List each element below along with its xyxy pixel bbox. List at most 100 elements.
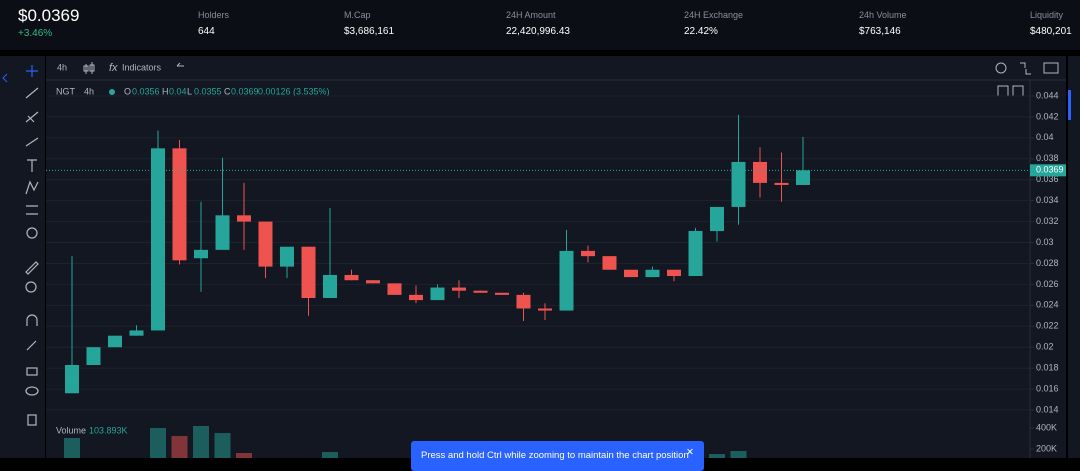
candle-body	[215, 215, 230, 250]
y-tick-label: 0.038	[1036, 153, 1059, 163]
candle-body	[624, 269, 638, 278]
last-price-tag	[1030, 164, 1066, 177]
toast: Press and hold Ctrl while zooming to mai…	[411, 441, 704, 471]
candle-body	[237, 215, 251, 222]
svg-text:4h: 4h	[84, 86, 94, 96]
y-tick-label: 0.014	[1036, 404, 1059, 414]
price-change: +3.46%	[18, 28, 53, 39]
y-tick-label: 0.032	[1036, 216, 1059, 226]
candle-body	[645, 269, 660, 278]
header: $0.0369 +3.46% Holders 644 M.Cap $3,686,161…	[0, 0, 1080, 50]
y-tick-label: 0.02	[1036, 342, 1054, 352]
volume-tick-label: 400K	[1036, 422, 1057, 432]
volume-bar	[214, 433, 231, 458]
volume-bar	[322, 452, 338, 458]
stat-value: 22,420,996.43	[506, 26, 570, 37]
candle-body	[667, 269, 681, 277]
volume-bar	[730, 450, 747, 458]
stat-value: 22.42%	[684, 26, 718, 37]
candle-body	[602, 256, 617, 270]
volume-label: Volume	[56, 425, 86, 435]
stat-label: Liquidity	[1030, 10, 1064, 20]
candle-body	[151, 148, 165, 331]
stat-label: 24h Volume	[859, 10, 907, 20]
svg-text:0.0356: 0.0356	[132, 86, 160, 96]
svg-text:fx: fx	[109, 62, 118, 74]
candle-body	[710, 206, 724, 232]
candle-body	[731, 161, 746, 207]
candle-body	[538, 308, 552, 311]
y-tick-label: 0.028	[1036, 258, 1059, 268]
stat-label: 24H Amount	[506, 10, 556, 20]
y-tick-label: 0.034	[1036, 195, 1059, 205]
y-tick-label: 0.026	[1036, 279, 1059, 289]
candle-body	[473, 290, 488, 293]
y-tick-label: 0.03	[1036, 237, 1054, 247]
volume-bar	[236, 452, 252, 458]
candle-body	[108, 335, 122, 348]
y-tick-label: 0.018	[1036, 363, 1059, 373]
candle-body	[559, 250, 574, 311]
stat-value: 644	[198, 26, 215, 37]
volume-tick-label: 200K	[1036, 443, 1057, 453]
candle-body	[258, 221, 273, 267]
candle-body	[796, 170, 810, 185]
svg-text:C: C	[224, 86, 231, 96]
candle-body	[688, 231, 703, 277]
candle-body	[323, 274, 337, 299]
candle-body	[129, 330, 144, 336]
candle-body	[430, 287, 445, 301]
chart-area	[46, 56, 1066, 458]
y-tick-label: 0.022	[1036, 321, 1059, 331]
volume-bar	[171, 435, 188, 458]
y-tick-label: 0.036	[1036, 174, 1059, 184]
candle-body	[452, 287, 466, 291]
y-tick-label: 0.04	[1036, 132, 1054, 142]
candle-body	[86, 347, 101, 365]
candle-body	[581, 250, 595, 257]
last-price-label: 0.0369	[1036, 165, 1064, 175]
stat-value: $3,686,161	[344, 26, 395, 37]
candle-body	[366, 280, 380, 284]
interval[interactable]: 4h	[57, 62, 67, 72]
candle-body	[280, 246, 294, 267]
price: $0.0369	[18, 6, 80, 25]
drawing-tools[interactable]	[25, 65, 39, 426]
svg-text:0.0355: 0.0355	[194, 86, 222, 96]
legend: NGT 4h O 0.0356 H 0.04 L 0.0355 C 0.0369 0.0…	[56, 86, 330, 96]
volume-bar	[193, 426, 209, 458]
volume-bar	[709, 454, 725, 458]
stat-label: 24H Exchange	[684, 10, 744, 20]
candle-body	[495, 292, 509, 295]
stat-label: M.Cap	[344, 10, 371, 20]
candle-body	[172, 148, 187, 261]
candle-body	[301, 246, 316, 299]
volume-value: 103.893K	[89, 425, 128, 435]
candle-body	[753, 161, 767, 183]
volume-bar	[150, 428, 166, 458]
candle-body	[65, 364, 79, 394]
volume-bar	[64, 437, 80, 458]
candle-body	[516, 294, 531, 309]
svg-text:0.04: 0.04	[169, 86, 187, 96]
svg-text:NGT: NGT	[56, 86, 76, 96]
candle-body	[194, 249, 208, 259]
candle-body	[387, 283, 402, 295]
stat-label: Holders	[198, 10, 230, 20]
candle-body	[344, 274, 359, 281]
candle-body	[774, 182, 789, 185]
stat-value: $480,201	[1030, 26, 1072, 37]
y-tick-label: 0.042	[1036, 111, 1059, 121]
svg-text:L: L	[187, 86, 192, 96]
candle-body	[409, 294, 423, 301]
svg-text:0.0369: 0.0369	[231, 86, 259, 96]
y-tick-label: 0.044	[1036, 90, 1059, 100]
y-tick-label: 0.024	[1036, 300, 1059, 310]
y-tick-label: 0.016	[1036, 383, 1059, 393]
stat-value: $763,146	[859, 26, 901, 37]
collapse[interactable]	[2, 73, 8, 83]
indicators[interactable]: Indicators	[122, 62, 162, 72]
svg-text:O: O	[124, 86, 131, 96]
